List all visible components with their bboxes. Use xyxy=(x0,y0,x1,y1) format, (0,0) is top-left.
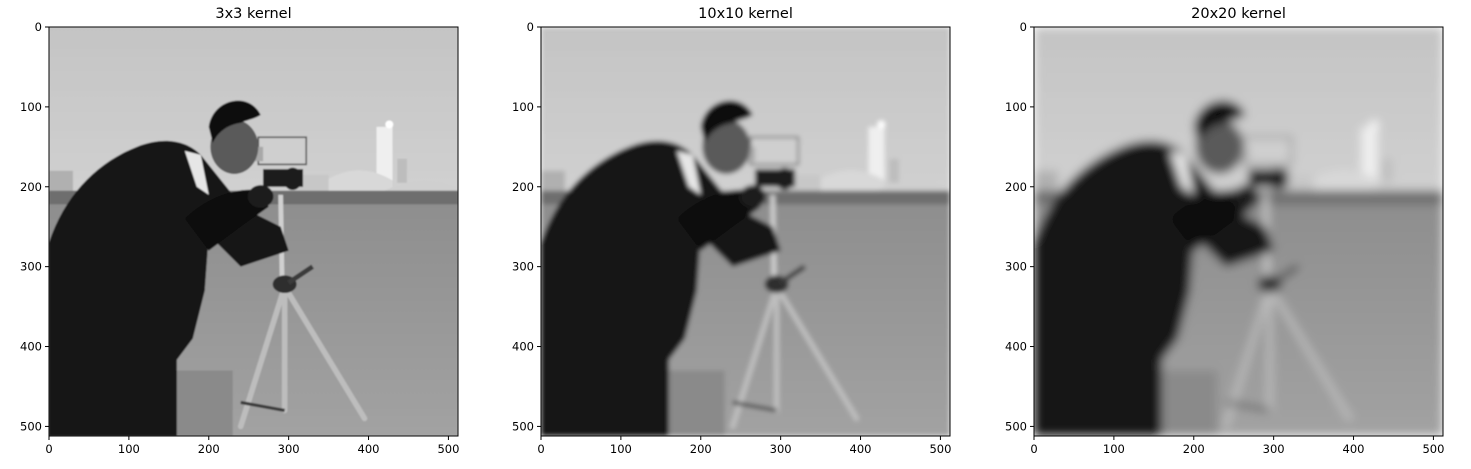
photo-image xyxy=(541,27,950,436)
x-tick-label: 0 xyxy=(1030,442,1037,456)
y-tick-label: 100 xyxy=(1005,100,1027,114)
x-tick-label: 500 xyxy=(1422,442,1444,456)
panel-title: 20x20 kernel xyxy=(1191,6,1286,22)
x-tick-label: 200 xyxy=(198,442,220,456)
y-tick-label: 500 xyxy=(1005,419,1027,433)
axes-frame xyxy=(48,26,459,437)
y-tick-label: 300 xyxy=(1005,260,1027,274)
x-tick-label: 300 xyxy=(1263,442,1285,456)
x-tick-label: 400 xyxy=(850,442,872,456)
x-tick-label: 100 xyxy=(118,442,140,456)
y-tick-label: 400 xyxy=(1005,340,1027,354)
y-tick-label: 500 xyxy=(512,419,534,433)
panel-title: 3x3 kernel xyxy=(215,6,291,22)
x-tick-label: 400 xyxy=(1343,442,1365,456)
y-tick-label: 300 xyxy=(20,260,42,274)
x-tick-label: 500 xyxy=(437,442,459,456)
y-tick-label: 200 xyxy=(20,180,42,194)
y-tick-label: 300 xyxy=(512,260,534,274)
y-tick-label: 500 xyxy=(20,419,42,433)
y-tick-label: 100 xyxy=(20,100,42,114)
x-tick-label: 100 xyxy=(1103,442,1125,456)
y-tick-label: 400 xyxy=(20,340,42,354)
photo-image xyxy=(1034,27,1443,436)
axes-frame xyxy=(540,26,951,437)
y-tick-label: 400 xyxy=(512,340,534,354)
photo-image xyxy=(49,27,458,436)
y-tick-label: 0 xyxy=(527,20,534,34)
y-tick-label: 100 xyxy=(512,100,534,114)
y-tick-label: 200 xyxy=(1005,180,1027,194)
x-tick-label: 0 xyxy=(45,442,52,456)
panel-title: 10x10 kernel xyxy=(698,6,793,22)
x-tick-label: 300 xyxy=(278,442,300,456)
axes-frame xyxy=(1033,26,1444,437)
x-tick-label: 300 xyxy=(770,442,792,456)
y-tick-label: 0 xyxy=(1020,20,1027,34)
x-tick-label: 400 xyxy=(358,442,380,456)
x-tick-label: 200 xyxy=(1183,442,1205,456)
x-tick-label: 200 xyxy=(690,442,712,456)
y-tick-label: 200 xyxy=(512,180,534,194)
x-tick-label: 500 xyxy=(929,442,951,456)
y-tick-label: 0 xyxy=(35,20,42,34)
x-tick-label: 0 xyxy=(537,442,544,456)
x-tick-label: 100 xyxy=(610,442,632,456)
